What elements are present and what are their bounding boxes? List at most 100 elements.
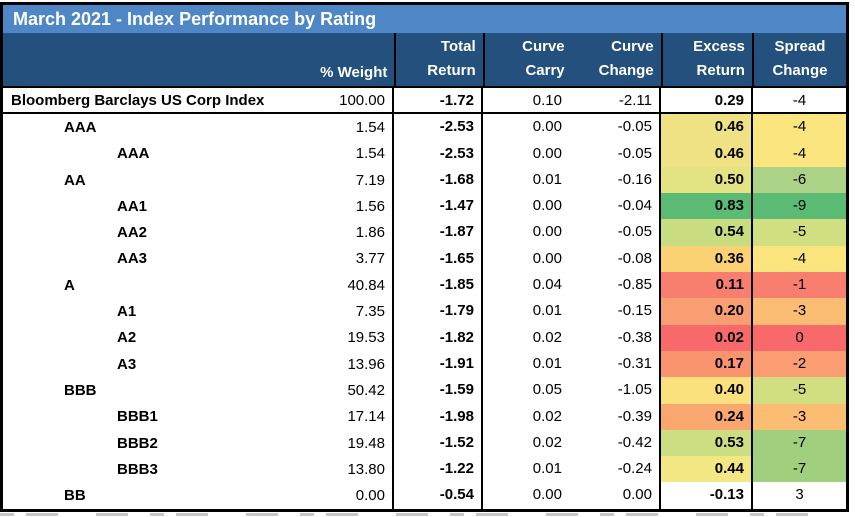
table-row: BBB1 17.14 -1.98 0.02 -0.39 0.24 -3: [3, 403, 846, 430]
excess-return-cell: 0.54: [659, 219, 751, 246]
curve-change-cell: -0.24: [617, 460, 652, 478]
curve-change-column-header: Curve Change: [572, 33, 661, 86]
header-line: Change: [772, 62, 828, 79]
excess-return-cell: 0.83: [659, 193, 751, 220]
curve-carry-column-header: Curve Carry: [485, 33, 572, 86]
rating-label: AAA: [64, 118, 97, 136]
rating-label: A3: [117, 355, 137, 373]
curve-carry-cell: 0.05: [481, 377, 569, 404]
rating-label: BB: [64, 487, 86, 505]
curve-carry-cell: 0.02: [481, 429, 569, 457]
table-row: A 40.84 -1.85 0.04 -0.85 0.11 -1: [3, 272, 846, 299]
excess-return-cell: 0.50: [659, 166, 751, 194]
total-return-cell: -1.79: [392, 298, 481, 325]
curve-change-cell: -0.85: [617, 276, 652, 294]
weight-cell: 13.80: [347, 460, 385, 478]
curve-carry-cell: 0.00: [481, 140, 569, 167]
header-line: Change: [598, 62, 654, 79]
weight-cell: 3.77: [355, 250, 385, 268]
spread-change-cell: -6: [751, 166, 846, 194]
weight-cell: 7.35: [355, 303, 385, 321]
total-return-column-header: Total Return: [394, 33, 482, 86]
spread-change-cell: 0: [751, 324, 846, 351]
total-return-cell: -1.47: [392, 193, 481, 220]
curve-change-cell: -0.05: [617, 118, 652, 136]
table-row: A2 19.53 -1.82 0.02 -0.38 0.02 0: [3, 324, 846, 351]
curve-change-cell: -0.42: [617, 433, 652, 451]
total-return-cell: -1.68: [392, 166, 481, 194]
rating-label: BBB2: [117, 434, 158, 452]
rating-label: AA1: [117, 197, 148, 215]
table-row: BBB 50.42 -1.59 0.05 -1.05 0.40 -5: [3, 377, 846, 404]
table-row: BBB3 13.80 -1.22 0.01 -0.24 0.44 -7: [3, 456, 846, 483]
header-line: Curve: [522, 38, 565, 55]
rating-label: AAA: [117, 145, 150, 163]
table-row: Bloomberg Barclays US Corp Index 100.00 …: [3, 88, 846, 115]
table-row: AA 7.19 -1.68 0.01 -0.16 0.50 -6: [3, 166, 846, 194]
rating-label: AA: [64, 171, 86, 189]
excess-return-cell: 0.46: [659, 114, 751, 141]
rating-label: A1: [117, 303, 137, 321]
table-row: BB 0.00 -0.54 0.00 0.00 -0.13 3: [3, 482, 846, 509]
curve-carry-cell: 0.01: [481, 166, 569, 194]
curve-columns-header-group: Curve Carry Curve Change: [482, 33, 661, 86]
excess-return-cell: 0.11: [659, 272, 751, 299]
curve-carry-cell: 0.00: [481, 219, 569, 246]
total-return-cell: -1.72: [392, 88, 481, 113]
index-performance-table: March 2021 - Index Performance by Rating…: [0, 2, 849, 512]
weight-cell: 40.84: [347, 276, 385, 294]
excess-return-cell: 0.24: [659, 403, 751, 430]
rating-label: BBB: [64, 381, 97, 399]
curve-carry-cell: 0.04: [481, 272, 569, 299]
spread-change-cell: -1: [751, 272, 846, 299]
weight-cell: 50.42: [347, 381, 385, 399]
spread-change-cell: -3: [751, 298, 846, 325]
excess-return-cell: 0.40: [659, 377, 751, 404]
excess-return-column-header: Excess Return: [660, 33, 752, 86]
curve-change-cell: -0.05: [617, 223, 652, 241]
spread-change-cell: -9: [751, 193, 846, 220]
excess-return-cell: 0.17: [659, 350, 751, 378]
weight-cell: 19.53: [347, 329, 385, 347]
weight-cell: 1.54: [355, 118, 385, 136]
total-return-cell: -1.98: [392, 403, 481, 430]
weight-cell: 100.00: [339, 91, 385, 109]
header-line: Return: [427, 62, 476, 79]
total-return-cell: -1.52: [392, 429, 481, 457]
total-return-cell: -1.85: [392, 272, 481, 299]
curve-change-cell: -0.15: [617, 302, 652, 320]
spread-change-cell: -4: [751, 245, 846, 273]
spread-change-cell: 3: [751, 482, 846, 509]
excess-return-cell: -0.13: [659, 482, 751, 509]
table-row: A1 7.35 -1.79 0.01 -0.15 0.20 -3: [3, 298, 846, 325]
header-line: Spread: [774, 38, 826, 55]
weight-cell: 1.56: [355, 197, 385, 215]
curve-carry-cell: 0.00: [481, 193, 569, 220]
spread-change-cell: -4: [751, 88, 846, 113]
excess-return-cell: 0.46: [659, 140, 751, 167]
total-return-cell: -1.87: [392, 219, 481, 246]
spread-change-cell: -4: [751, 114, 846, 141]
curve-carry-cell: 0.10: [481, 88, 569, 113]
spread-change-cell: -5: [751, 219, 846, 246]
total-return-cell: -0.54: [392, 482, 481, 509]
curve-change-cell: -0.31: [617, 354, 652, 372]
excess-return-cell: 0.29: [659, 88, 751, 113]
table-header-row: % Weight Total Return Curve Carry Curve …: [3, 33, 846, 88]
table-row: BBB2 19.48 -1.52 0.02 -0.42 0.53 -7: [3, 429, 846, 457]
curve-change-cell: -1.05: [617, 381, 652, 399]
table-row: A3 13.96 -1.91 0.01 -0.31 0.17 -2: [3, 350, 846, 378]
header-line: Excess: [693, 38, 745, 55]
weight-cell: 19.48: [347, 434, 385, 452]
rating-label: A2: [117, 329, 137, 347]
table-body: Bloomberg Barclays US Corp Index 100.00 …: [3, 88, 846, 509]
spread-change-cell: -5: [751, 377, 846, 404]
rating-label: Bloomberg Barclays US Corp Index: [11, 91, 265, 109]
table-row: AAA 1.54 -2.53 0.00 -0.05 0.46 -4: [3, 140, 846, 167]
total-return-cell: -1.82: [392, 324, 481, 351]
rating-label: A: [64, 276, 75, 294]
header-line: Curve: [611, 38, 654, 55]
header-line: Carry: [525, 62, 565, 79]
excess-return-cell: 0.36: [659, 245, 751, 273]
rating-label: AA3: [117, 250, 148, 268]
